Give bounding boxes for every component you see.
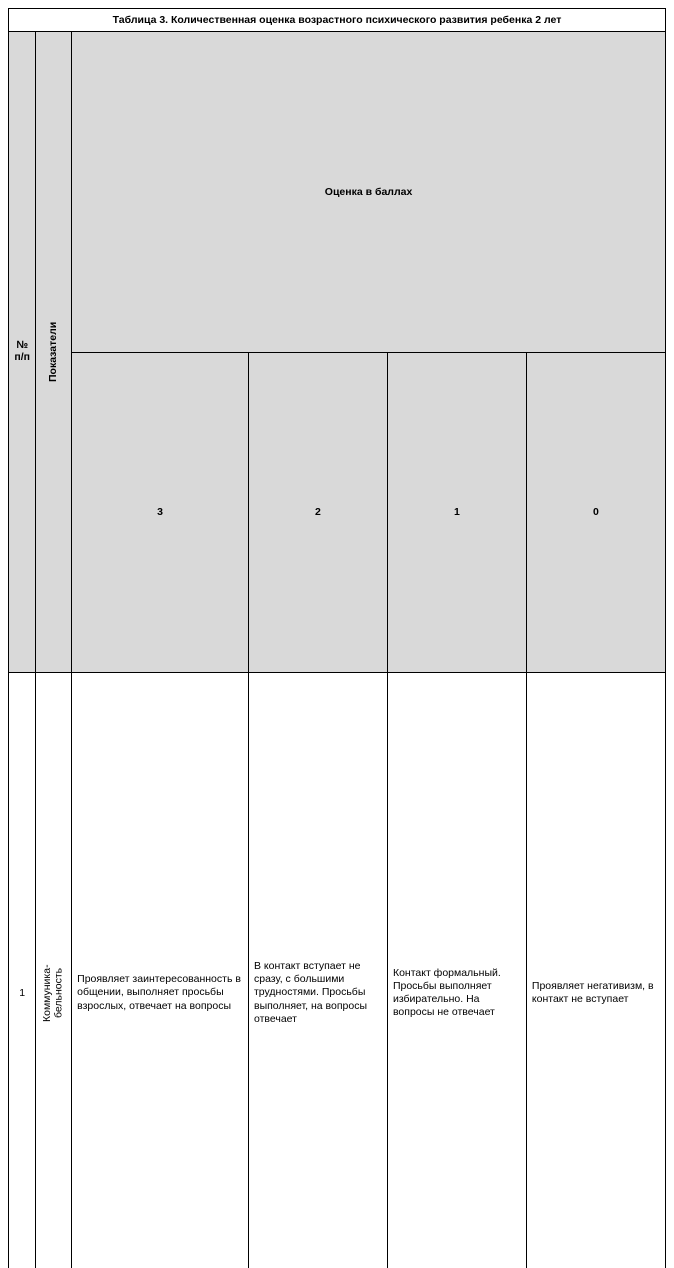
cell-score-2: В контакт вступает не сразу, с большими …: [249, 673, 388, 1268]
header-number: №п/п: [9, 32, 36, 673]
row-number: 1: [9, 673, 36, 1268]
header-scores-group: Оценка в баллах: [72, 32, 666, 353]
table-title: Таблица 3. Количественная оценка возраст…: [9, 9, 666, 32]
cell-score-1: Контакт формальный. Просьбы выполняет из…: [387, 673, 526, 1268]
header-score-3: 3: [72, 352, 249, 673]
header-score-1: 1: [387, 352, 526, 673]
table-row: 1Коммуника-бельностьПроявляет заинтересо…: [9, 673, 666, 1268]
cell-score-3: Проявляет заинтересованность в общении, …: [72, 673, 249, 1268]
assessment-table: Таблица 3. Количественная оценка возраст…: [8, 8, 666, 1268]
header-score-0: 0: [526, 352, 665, 673]
header-indicators: Показатели: [36, 32, 72, 673]
row-indicator: Коммуника-бельность: [36, 673, 72, 1268]
cell-score-0: Проявляет негативизм, в контакт не вступ…: [526, 673, 665, 1268]
header-score-2: 2: [249, 352, 388, 673]
